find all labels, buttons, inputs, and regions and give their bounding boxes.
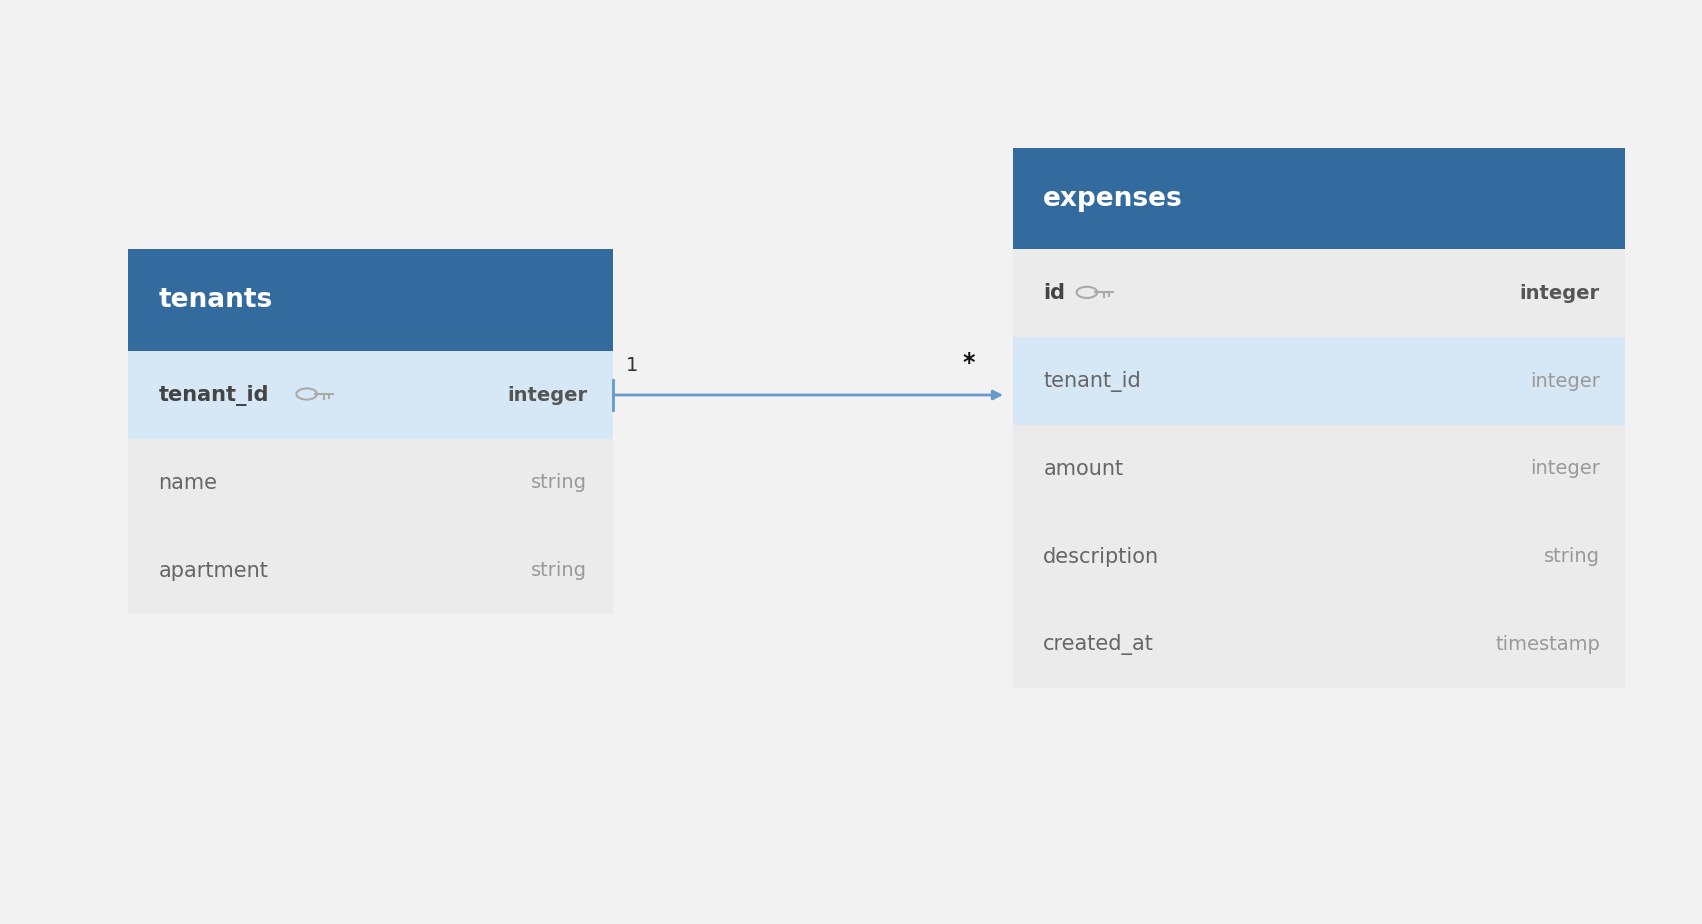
- Text: expenses: expenses: [1043, 186, 1183, 212]
- FancyBboxPatch shape: [1013, 601, 1625, 688]
- Text: tenant_id: tenant_id: [158, 384, 269, 406]
- Text: name: name: [158, 473, 218, 492]
- FancyBboxPatch shape: [128, 527, 613, 614]
- FancyBboxPatch shape: [128, 249, 613, 351]
- FancyBboxPatch shape: [1013, 425, 1625, 513]
- Text: 1: 1: [626, 356, 638, 375]
- FancyBboxPatch shape: [1013, 148, 1625, 249]
- Text: amount: amount: [1043, 459, 1123, 479]
- Text: created_at: created_at: [1043, 634, 1154, 655]
- Text: integer: integer: [1530, 371, 1600, 391]
- Text: string: string: [531, 473, 587, 492]
- FancyBboxPatch shape: [128, 439, 613, 527]
- Text: description: description: [1043, 547, 1159, 566]
- FancyBboxPatch shape: [1013, 337, 1625, 425]
- FancyBboxPatch shape: [1013, 513, 1625, 601]
- Text: string: string: [531, 561, 587, 580]
- Text: integer: integer: [1520, 284, 1600, 303]
- Text: id: id: [1043, 284, 1065, 303]
- Text: timestamp: timestamp: [1494, 635, 1600, 654]
- FancyBboxPatch shape: [1013, 249, 1625, 337]
- Text: *: *: [963, 351, 975, 375]
- FancyBboxPatch shape: [128, 351, 613, 439]
- Text: integer: integer: [1530, 459, 1600, 479]
- Text: tenant_id: tenant_id: [1043, 371, 1140, 392]
- Text: integer: integer: [507, 385, 587, 405]
- Text: apartment: apartment: [158, 561, 269, 580]
- Text: string: string: [1544, 547, 1600, 566]
- Text: tenants: tenants: [158, 287, 272, 313]
